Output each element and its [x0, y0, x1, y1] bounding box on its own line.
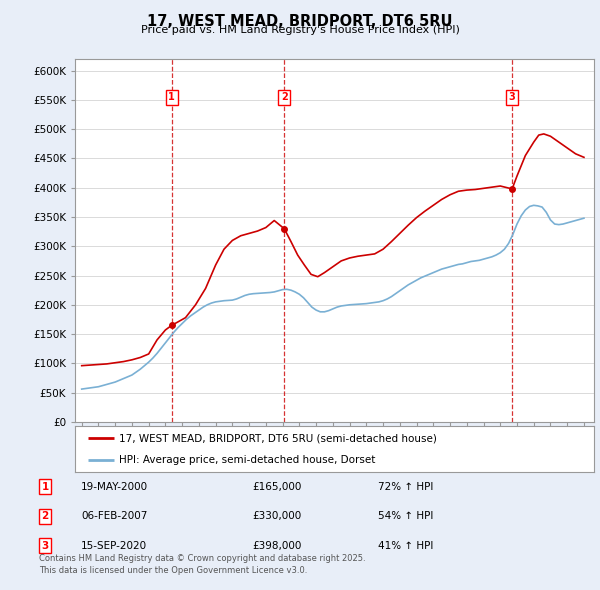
Text: £330,000: £330,000 [252, 512, 301, 521]
Text: £398,000: £398,000 [252, 541, 301, 550]
Text: 2: 2 [41, 512, 49, 521]
Text: 2: 2 [281, 92, 287, 102]
Text: 17, WEST MEAD, BRIDPORT, DT6 5RU: 17, WEST MEAD, BRIDPORT, DT6 5RU [147, 14, 453, 28]
Text: 72% ↑ HPI: 72% ↑ HPI [378, 482, 433, 491]
Text: Price paid vs. HM Land Registry's House Price Index (HPI): Price paid vs. HM Land Registry's House … [140, 25, 460, 35]
Text: 3: 3 [41, 541, 49, 550]
Text: 19-MAY-2000: 19-MAY-2000 [81, 482, 148, 491]
Text: £165,000: £165,000 [252, 482, 301, 491]
Text: 17, WEST MEAD, BRIDPORT, DT6 5RU (semi-detached house): 17, WEST MEAD, BRIDPORT, DT6 5RU (semi-d… [119, 434, 437, 444]
Text: HPI: Average price, semi-detached house, Dorset: HPI: Average price, semi-detached house,… [119, 454, 376, 464]
Text: 1: 1 [169, 92, 175, 102]
Text: 1: 1 [41, 482, 49, 491]
Text: 54% ↑ HPI: 54% ↑ HPI [378, 512, 433, 521]
Text: 15-SEP-2020: 15-SEP-2020 [81, 541, 147, 550]
Text: 41% ↑ HPI: 41% ↑ HPI [378, 541, 433, 550]
Text: 3: 3 [509, 92, 515, 102]
Text: Contains HM Land Registry data © Crown copyright and database right 2025.
This d: Contains HM Land Registry data © Crown c… [39, 555, 365, 575]
Text: 06-FEB-2007: 06-FEB-2007 [81, 512, 148, 521]
